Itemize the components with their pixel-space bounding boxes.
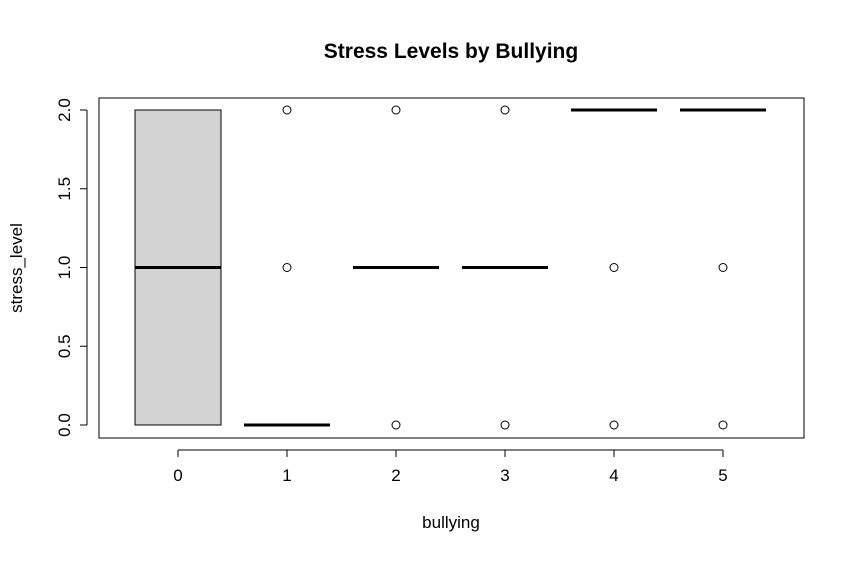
outlier-point <box>500 105 510 115</box>
outlier-point <box>500 420 510 430</box>
chart-title: Stress Levels by Bullying <box>324 40 578 63</box>
box-1 <box>244 105 330 427</box>
y-tick-label: 0.0 <box>55 413 74 437</box>
boxes <box>134 105 766 430</box>
outlier-point <box>391 105 401 115</box>
y-tick-label: 0.5 <box>55 334 74 358</box>
box-5 <box>680 108 766 430</box>
box-0 <box>134 109 222 426</box>
x-axis: 0 1 2 3 4 5 <box>173 449 728 485</box>
outlier-point <box>718 263 728 272</box>
y-tick-label: 1.5 <box>55 177 74 201</box>
y-tick-label: 1.0 <box>55 256 74 280</box>
outlier-point <box>391 420 401 430</box>
y-axis-label: stress_level <box>7 223 26 313</box>
outlier-point <box>718 420 728 430</box>
outlier-point <box>609 263 619 272</box>
outlier-point <box>282 263 292 272</box>
box-2 <box>353 105 439 430</box>
outlier-point <box>282 105 292 115</box>
x-tick-label: 5 <box>718 466 727 485</box>
y-axis: 0.0 0.5 1.0 1.5 2.0 <box>55 98 88 437</box>
plot-frame <box>98 97 805 439</box>
x-axis-label: bullying <box>422 513 480 532</box>
box-3 <box>462 105 548 430</box>
box-4 <box>571 108 657 430</box>
outlier-point <box>609 420 619 430</box>
x-tick-label: 2 <box>391 466 400 485</box>
x-tick-label: 3 <box>500 466 509 485</box>
x-tick-label: 0 <box>173 466 182 485</box>
y-tick-label: 2.0 <box>55 98 74 122</box>
x-tick-label: 4 <box>609 466 618 485</box>
x-tick-label: 1 <box>282 466 291 485</box>
